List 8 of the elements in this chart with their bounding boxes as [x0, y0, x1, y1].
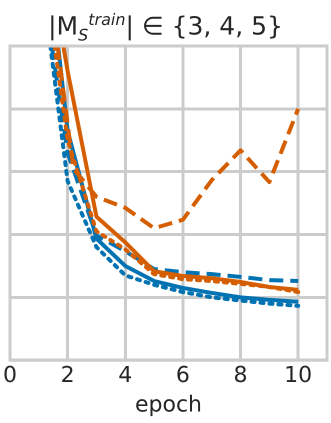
- x-tick-label: 4: [118, 363, 132, 388]
- x-tick-label: 2: [60, 363, 75, 388]
- x-tick-label: 0: [3, 363, 17, 388]
- x-axis-title: epoch: [135, 392, 202, 418]
- x-tick-label: 10: [284, 363, 312, 388]
- x-tick-label: 8: [234, 363, 248, 388]
- chart-title: |M$_{S}$$^{train}$| ∈ {3, 4, 5}: [47, 9, 284, 44]
- x-tick-label: 6: [176, 363, 190, 388]
